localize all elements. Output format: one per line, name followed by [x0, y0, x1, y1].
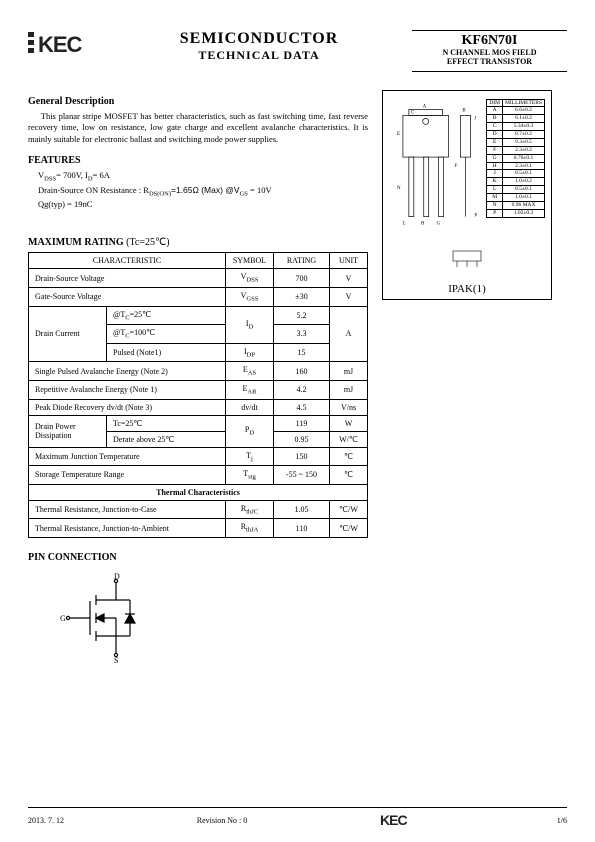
small-terminal-icon: [449, 245, 485, 271]
svg-text:E: E: [397, 132, 400, 137]
table-row: Drain Current @TC=25℃ ID 5.2 A: [29, 306, 368, 325]
dim-row: H2.3±0.1: [487, 162, 545, 170]
dim-row: K1.0±0.2: [487, 178, 545, 186]
feature-line1: VDSS= 700V, ID= 6A: [38, 170, 368, 183]
dim-row: C5.34±0.3: [487, 123, 545, 131]
svg-text:G: G: [60, 614, 66, 623]
table-row: Peak Diode Recovery dv/dt (Note 3) dv/dt…: [29, 399, 368, 415]
footer-page: 1/6: [557, 816, 567, 825]
subtitle2: EFFECT TRANSISTOR: [412, 58, 567, 67]
feature-line2: Drain-Source ON Resistance : RDS(ON)=1.6…: [38, 185, 368, 198]
svg-text:A: A: [423, 104, 427, 109]
dim-row: D0.7±0.2: [487, 131, 545, 139]
dim-row: L0.5±0.1: [487, 186, 545, 194]
dim-row: N0.96 MAX: [487, 201, 545, 209]
dim-row: M1.0±0.1: [487, 194, 545, 202]
table-row: Repetitive Avalanche Energy (Note 1) EAR…: [29, 380, 368, 399]
general-description-heading: General Description: [28, 96, 368, 107]
footer-rev: Revision No : 0: [197, 816, 247, 825]
features-heading: FEATURES: [28, 155, 368, 166]
package-drawing: A C E N B J F H G L P: [389, 99, 480, 239]
dim-row: G0.76±0.1: [487, 154, 545, 162]
table-row: Thermal Resistance, Junction-to-Ambient …: [29, 519, 368, 538]
feature-line3: Qg(typ) = 19nC: [38, 199, 368, 209]
dim-row: A6.6±0.2: [487, 107, 545, 115]
table-row: Thermal Resistance, Junction-to-Case Rth…: [29, 500, 368, 519]
pin-connection-heading: PIN CONNECTION: [28, 552, 368, 563]
table-row: Drain-Source Voltage VDSS 700 V: [29, 269, 368, 288]
footer-date: 2013. 7. 12: [28, 816, 64, 825]
header: KEC SEMICONDUCTOR TECHNICAL DATA KF6N70I…: [28, 30, 567, 72]
rating-table: CHARACTERISTIC SYMBOL RATING UNIT Drain-…: [28, 252, 368, 538]
title-line2: TECHNICAL DATA: [118, 48, 400, 63]
svg-text:G: G: [437, 221, 441, 226]
table-row: Drain Power Dissipation Tc=25℃ PD 119W: [29, 415, 368, 431]
max-rating-title: MAXIMUM RATING (Tc=25℃): [28, 237, 368, 248]
company-logo: KEC: [28, 30, 106, 60]
col-rating: RATING: [274, 253, 330, 269]
doc-title: SEMICONDUCTOR TECHNICAL DATA: [118, 30, 400, 63]
svg-text:C: C: [411, 110, 415, 115]
col-symbol: SYMBOL: [226, 253, 274, 269]
svg-text:H: H: [421, 221, 425, 226]
table-row: Storage Temperature Range Tstg -55 ~ 150…: [29, 466, 368, 485]
svg-text:S: S: [114, 656, 118, 663]
svg-text:F: F: [455, 164, 458, 169]
table-row: Maximum Junction Temperature Tj 150℃: [29, 447, 368, 466]
svg-text:KEC: KEC: [380, 812, 407, 828]
dim-row: J0.5±0.1: [487, 170, 545, 178]
svg-text:B: B: [462, 108, 466, 113]
dim-row: P1.02±0.3: [487, 209, 545, 217]
svg-text:J: J: [474, 116, 476, 121]
package-frame: A C E N B J F H G L P DIMMILLIMETERS: [382, 90, 552, 300]
part-number: KF6N70I: [412, 33, 567, 49]
table-row: Gate-Source Voltage VGSS ±30 V: [29, 287, 368, 306]
svg-text:D: D: [114, 573, 120, 581]
svg-text:KEC: KEC: [38, 32, 83, 57]
general-description-text: This planar stripe MOSFET has better cha…: [28, 111, 368, 145]
footer-logo: KEC: [380, 812, 424, 828]
dim-row: B6.1±0.2: [487, 115, 545, 123]
title-line1: SEMICONDUCTOR: [118, 30, 400, 48]
col-unit: UNIT: [330, 253, 368, 269]
svg-text:P: P: [474, 213, 477, 218]
col-characteristic: CHARACTERISTIC: [29, 253, 226, 269]
thermal-header-row: Thermal Characteristics: [29, 484, 368, 500]
part-title-box: KF6N70I N CHANNEL MOS FIELD EFFECT TRANS…: [412, 30, 567, 72]
dim-row: E9.3±0.5: [487, 138, 545, 146]
mosfet-symbol: D G S: [58, 573, 158, 663]
footer: 2013. 7. 12 Revision No : 0 KEC 1/6: [28, 807, 567, 828]
dimension-table: DIMMILLIMETERS A6.6±0.2B6.1±0.2C5.34±0.3…: [486, 99, 545, 218]
table-row: Single Pulsed Avalanche Energy (Note 2) …: [29, 362, 368, 381]
package-name: IPAK(1): [448, 283, 486, 295]
svg-text:L: L: [403, 221, 406, 226]
dim-row: F2.3±0.2: [487, 146, 545, 154]
svg-text:N: N: [397, 185, 401, 190]
